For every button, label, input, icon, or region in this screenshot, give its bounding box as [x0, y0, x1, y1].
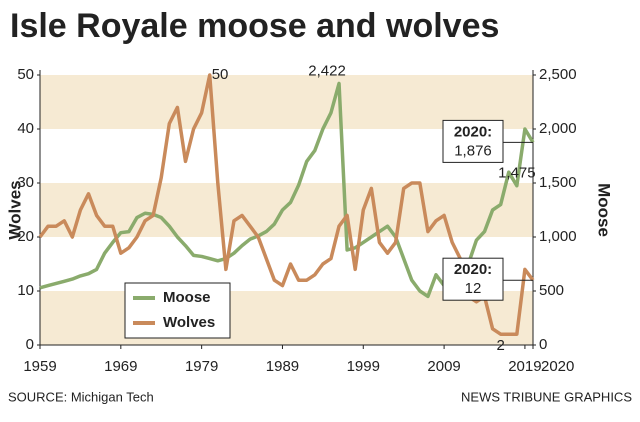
y-tick-label: 20	[17, 228, 34, 245]
y2-tick-label: 500	[539, 282, 564, 299]
y-tick-label: 50	[17, 66, 34, 83]
value-label: 1,475	[498, 165, 536, 182]
value-label: 12	[465, 280, 482, 297]
series-line	[38, 73, 535, 336]
y-tick-label: 0	[26, 336, 34, 353]
band	[40, 183, 533, 237]
x-tick-label: 1959	[23, 358, 56, 375]
y-tick-label: 40	[17, 120, 34, 137]
value-label: 50	[212, 66, 229, 83]
x-tick-label: 2009	[427, 358, 460, 375]
value-label: 2,422	[308, 62, 346, 79]
source: SOURCE: Michigan Tech	[8, 389, 154, 404]
value-label: 1,876	[454, 142, 492, 159]
credit: NEWS TRIBUNE GRAPHICS	[461, 389, 632, 404]
x-tick-label: 2019	[508, 358, 541, 375]
y2-tick-label: 2,500	[539, 66, 577, 83]
y2-tick-label: 1,000	[539, 228, 577, 245]
annotation: 2020:	[454, 123, 492, 140]
y-tick-label: 10	[17, 282, 34, 299]
y-axis-label: Wolves	[5, 180, 24, 239]
x-tick-label: 1999	[347, 358, 380, 375]
legend-box	[124, 282, 231, 339]
legend-label: Wolves	[163, 314, 215, 331]
y2-tick-label: 0	[539, 336, 547, 353]
annotation-box	[442, 119, 504, 163]
x-tick-label: 1979	[185, 358, 218, 375]
annotation: 2020:	[454, 261, 492, 278]
y2-tick-label: 1,500	[539, 174, 577, 191]
x-tick-label: 1969	[104, 358, 137, 375]
x-tick-label: 1989	[266, 358, 299, 375]
value-label: 2	[497, 337, 505, 354]
y2-tick-label: 2,000	[539, 120, 577, 137]
y-tick-label: 30	[17, 174, 34, 191]
annotation-box	[442, 257, 504, 301]
y2-axis-label: Moose	[595, 183, 614, 237]
legend-label: Moose	[163, 289, 211, 306]
x-tick-label: 2020	[541, 358, 574, 375]
chart-title: Isle Royale moose and wolves	[10, 7, 499, 45]
